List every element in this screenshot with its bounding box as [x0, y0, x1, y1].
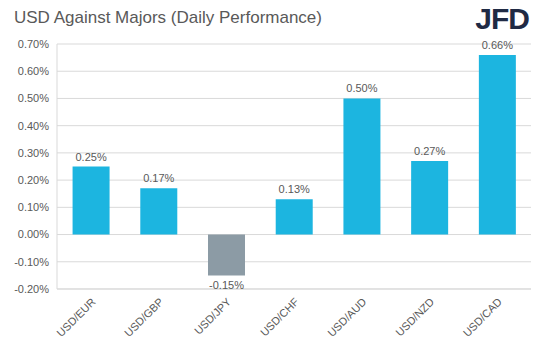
svg-text:USD/AUD: USD/AUD	[325, 295, 369, 339]
svg-text:USD/GBP: USD/GBP	[122, 295, 165, 338]
svg-text:0.40%: 0.40%	[18, 120, 49, 132]
svg-text:0.50%: 0.50%	[346, 82, 377, 94]
svg-text:USD/CAD: USD/CAD	[461, 295, 505, 339]
svg-text:USD/EUR: USD/EUR	[54, 295, 98, 339]
svg-text:0.13%: 0.13%	[279, 183, 310, 195]
svg-text:0.00%: 0.00%	[18, 228, 49, 240]
html-text:USD Against Majors (Daily Perf: USD Against Majors (Daily Performance)	[14, 8, 322, 27]
svg-text:0.66%: 0.66%	[482, 39, 513, 51]
svg-text:-0.10%: -0.10%	[14, 256, 49, 268]
svg-text:0.27%: 0.27%	[414, 145, 445, 157]
svg-text:USD/NZD: USD/NZD	[393, 295, 436, 338]
svg-text:0.25%: 0.25%	[75, 151, 106, 163]
svg-text:0.50%: 0.50%	[18, 92, 49, 104]
svg-text:-0.20%: -0.20%	[14, 283, 49, 295]
svg-text:0.17%: 0.17%	[143, 172, 174, 184]
html-text:JFD: JFD	[475, 2, 529, 35]
svg-text:0.20%: 0.20%	[18, 174, 49, 186]
svg-text:0.70%: 0.70%	[18, 38, 49, 50]
svg-text:-0.15%: -0.15%	[209, 279, 244, 291]
svg-text:USD/CHF: USD/CHF	[258, 295, 301, 338]
svg-text:0.10%: 0.10%	[18, 201, 49, 213]
svg-text:0.60%: 0.60%	[18, 65, 49, 77]
svg-text:USD/JPY: USD/JPY	[192, 295, 234, 337]
svg-text:0.30%: 0.30%	[18, 147, 49, 159]
